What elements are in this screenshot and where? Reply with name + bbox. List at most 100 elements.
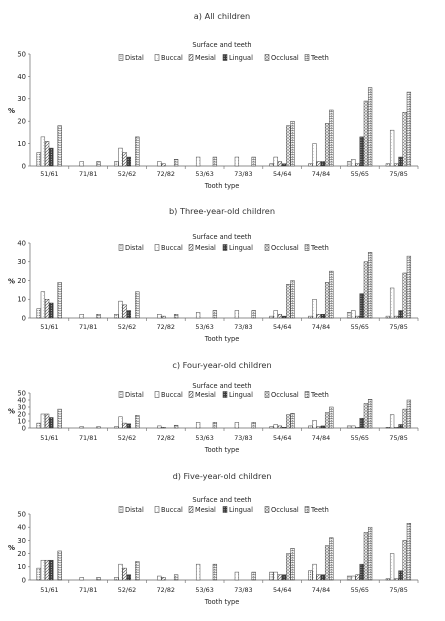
bar-buccal-52-62 [118,563,123,581]
bar-buccal-53-63 [195,156,201,167]
bar-buccal-71-81 [79,426,84,429]
bar-distal-55-65 [346,161,352,167]
panel-title: a) All children [194,11,250,21]
x-tick-label: 54/64 [273,434,291,442]
bar-teeth-74-84 [329,109,334,167]
y-tick-label: 50 [17,389,26,397]
bar-mesial-52-62 [122,567,127,581]
legend-label-buccal: Buccal [161,54,183,62]
bar-mesial-55-65 [355,574,360,581]
bar-mesial-72-82 [161,163,166,167]
x-tick-label: 53/63 [195,170,213,178]
bar-occlusal-54-64 [286,125,291,167]
bar-distal-55-65 [346,312,352,319]
bar-distal-51-61 [36,152,41,167]
bar-teeth-72-82 [173,159,179,167]
bar-teeth-51-61 [57,408,62,429]
bar-mesial-51-61 [44,559,50,581]
bar-lingual-54-64 [281,315,287,319]
x-tick-label: 71/81 [79,586,97,594]
bar-teeth-75-85 [406,399,412,429]
legend-swatch-buccal [154,391,160,398]
bar-mesial-75-85 [394,315,399,319]
x-tick-label: 75/85 [389,170,407,178]
y-tick-label: 30 [17,95,26,103]
bar-occlusal-54-64 [286,414,291,429]
bar-mesial-55-65 [355,163,360,167]
bar-buccal-75-85 [389,129,395,167]
bar-lingual-55-65 [359,293,364,319]
x-tick-label: 51/61 [40,586,58,594]
legend-swatch-lingual [222,391,228,398]
bar-occlusal-55-65 [363,100,369,167]
bar-teeth-55-65 [367,252,373,319]
x-tick-label: 73/83 [234,434,252,442]
bar-teeth-74-84 [329,270,334,319]
bar-buccal-52-62 [118,416,123,429]
y-tick-label: 50 [17,510,26,518]
x-tick-label: 55/65 [351,323,369,331]
y-tick-label: 20 [17,550,26,558]
bar-teeth-53-63 [212,310,218,319]
bar-buccal-54-64 [273,156,278,167]
bar-lingual-55-65 [359,563,364,581]
legend-swatch-occlusal [264,391,270,398]
bar-distal-75-85 [385,315,391,319]
bar-buccal-74-84 [312,143,317,167]
bar-buccal-71-81 [79,314,84,319]
legend-label-occlusal: Occlusal [271,391,299,399]
bar-distal-52-62 [114,161,119,167]
bar-teeth-52-62 [135,561,140,581]
bar-teeth-75-85 [406,523,412,581]
bar-mesial-74-84 [316,314,321,319]
bar-teeth-73-83 [251,310,256,319]
bar-buccal-52-62 [118,300,123,319]
bar-teeth-72-82 [173,424,179,429]
bar-buccal-71-81 [79,161,84,167]
bar-buccal-74-84 [312,563,317,581]
legend-label-mesial: Mesial [195,391,216,399]
chart-panel-4: d) Five-year-old children Surface and tee… [8,471,419,606]
x-tick-label: 75/85 [389,586,407,594]
y-tick-label: 30 [17,537,26,545]
bar-distal-74-84 [308,570,313,581]
bar-mesial-51-61 [44,413,50,429]
panel-title: b) Three-year-old children [169,206,275,216]
y-tick-label: 10 [17,417,26,425]
bar-buccal-55-65 [351,425,356,429]
bar-mesial-74-84 [316,426,321,429]
y-axis-label: % [8,544,15,552]
x-tick-label: 72/82 [157,434,175,442]
bar-buccal-54-64 [273,571,278,581]
legend: Distal Buccal Mesial Lingual Occlusal Teeth [118,54,329,62]
legend-label-lingual: Lingual [229,54,253,62]
x-tick-label: 55/65 [351,434,369,442]
y-tick-label: 40 [17,73,26,81]
y-tick-label: 50 [17,50,26,58]
legend-swatch-occlusal [264,244,270,251]
bar-distal-74-84 [308,315,313,319]
y-tick-label: 0 [22,314,26,322]
legend-swatch-teeth [304,54,310,61]
bar-buccal-51-61 [40,136,46,167]
legend-swatch-mesial [188,54,194,61]
bar-buccal-55-65 [351,575,356,581]
bar-lingual-75-85 [398,310,403,319]
bar-teeth-54-64 [290,413,295,429]
bar-buccal-74-84 [312,420,317,429]
legend-label-distal: Distal [125,244,144,252]
bar-buccal-71-81 [79,577,84,581]
bar-buccal-53-63 [195,312,201,319]
bar-buccal-72-82 [157,314,162,319]
y-tick-label: 0 [22,162,26,170]
legend-label-teeth: Teeth [310,54,329,62]
y-tick-label: 0 [22,576,26,584]
legend-swatch-teeth [304,506,310,513]
bar-teeth-51-61 [57,125,62,167]
bar-occlusal-74-84 [324,412,330,429]
legend-label-buccal: Buccal [161,244,183,252]
y-tick-label: 30 [17,403,26,411]
bar-teeth-53-63 [212,422,218,429]
bar-lingual-75-85 [398,424,403,429]
bar-occlusal-75-85 [402,272,407,319]
